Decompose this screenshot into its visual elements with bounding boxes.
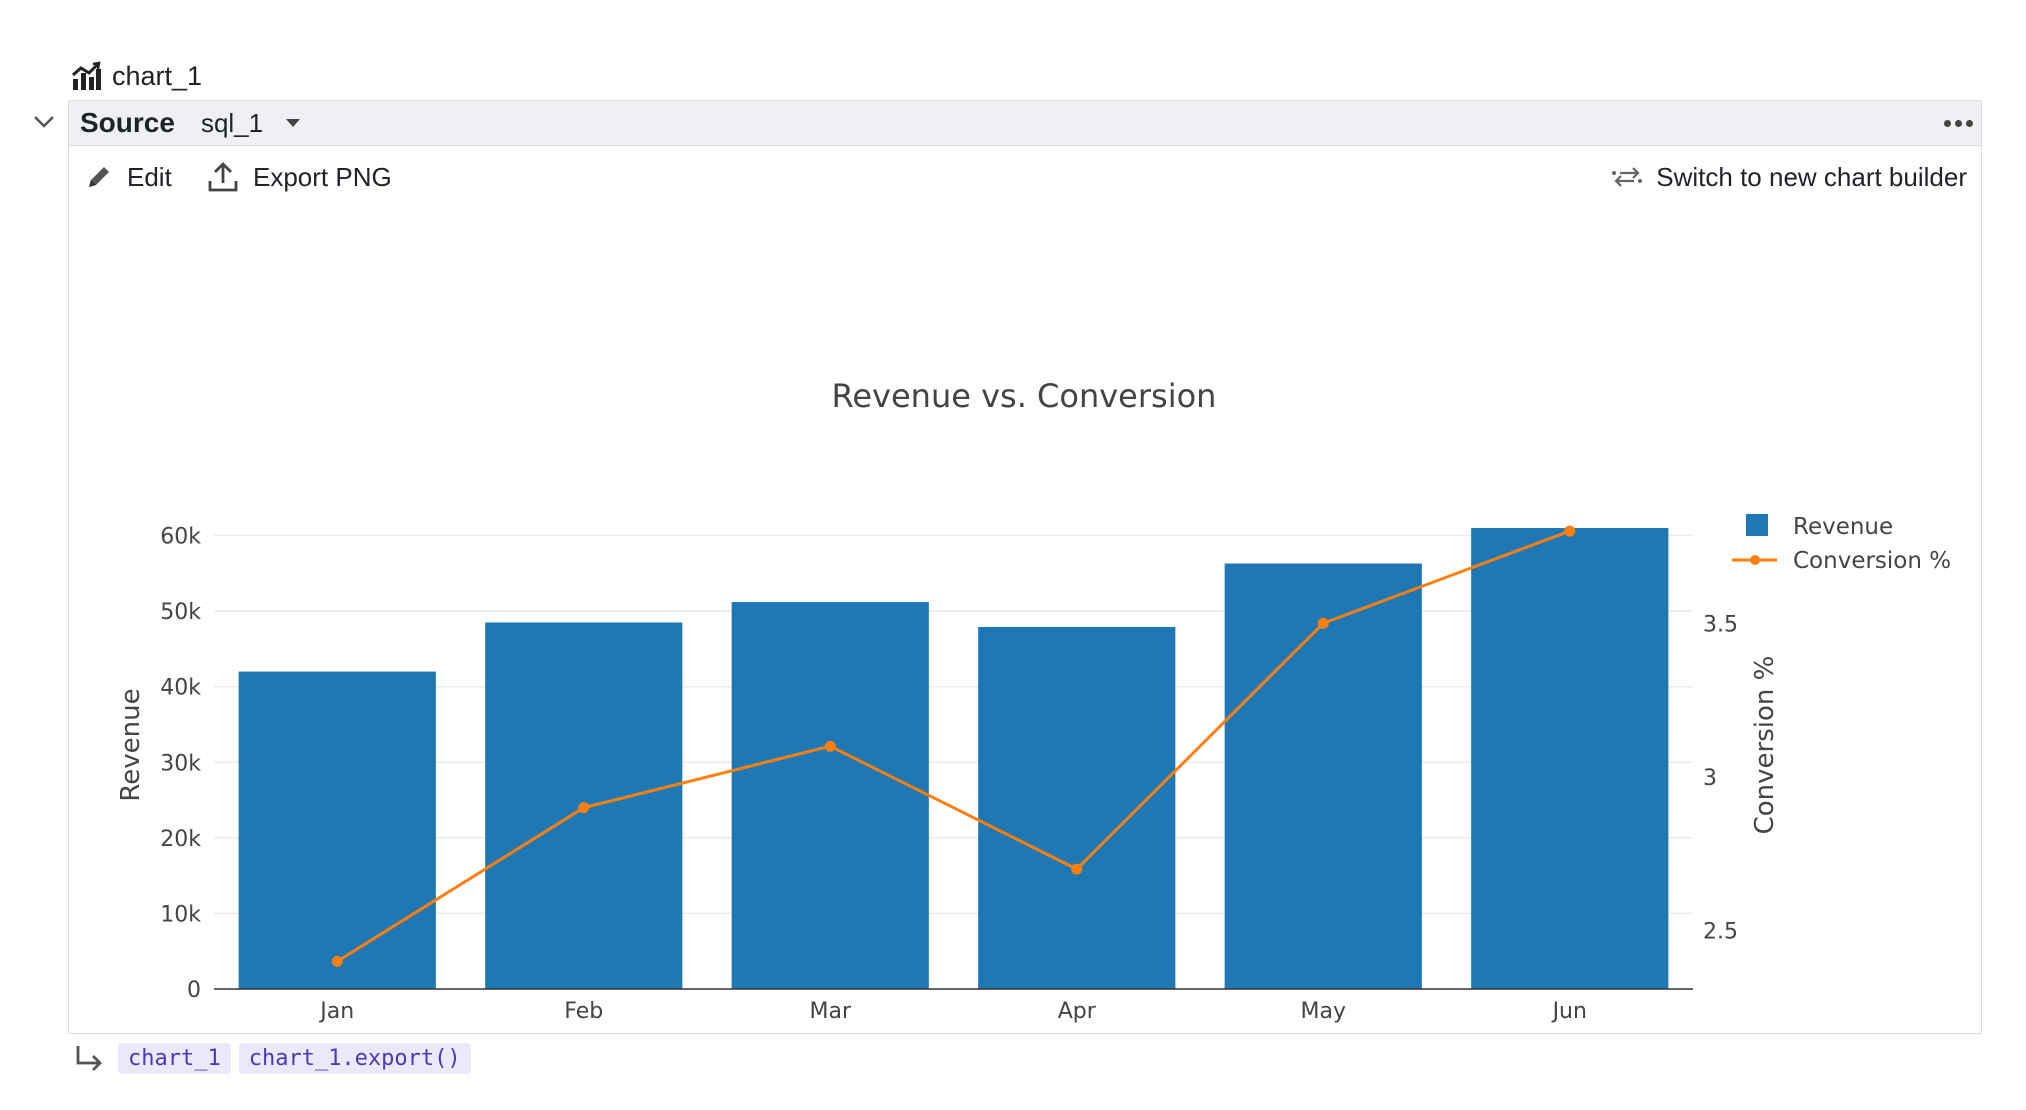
y-tick-label: 60k <box>160 525 201 550</box>
y-axis-title: Revenue <box>116 688 146 801</box>
y2-tick-label: 3 <box>1703 766 1717 791</box>
export-png-button[interactable]: Export PNG <box>207 157 392 197</box>
y-tick-label: 40k <box>160 676 201 701</box>
switch-arrows-icon <box>1612 167 1643 187</box>
upload-icon <box>208 162 238 192</box>
cell-name: chart_1 <box>112 60 203 91</box>
source-dropdown[interactable]: sql_1 <box>201 108 301 139</box>
export-label: Export PNG <box>253 161 392 192</box>
chart-area: Revenue vs. Conversion 0 10k 20k 30k 40k 50k 6… <box>69 207 1981 1038</box>
cell-title: chart_1 <box>70 58 202 94</box>
legend-conversion-label[interactable]: Conversion % <box>1793 548 1951 574</box>
y-tick-label: 0 <box>187 978 201 1003</box>
y-tick-label: 30k <box>160 751 201 776</box>
bar[interactable] <box>731 602 929 989</box>
y2-tick-label: 3.5 <box>1703 612 1738 637</box>
caret-down-icon <box>286 119 301 127</box>
legend: Revenue Conversion % <box>1732 514 1951 574</box>
edit-button[interactable]: Edit <box>85 157 172 197</box>
chart-cell-panel: Source sql_1 Edit Expor <box>68 100 1982 1034</box>
x-tick-label: Mar <box>809 999 851 1024</box>
collapse-toggle[interactable] <box>30 108 58 136</box>
y2-axis-title: Conversion % <box>1750 656 1780 835</box>
bar[interactable] <box>978 627 1176 989</box>
edit-label: Edit <box>127 161 172 192</box>
line-point[interactable] <box>1564 525 1576 537</box>
line-point[interactable] <box>824 740 836 752</box>
source-label: Source <box>80 107 175 138</box>
y-tick-label: 20k <box>160 827 201 852</box>
dot-icon <box>1965 119 1973 127</box>
legend-conversion-marker[interactable] <box>1750 555 1760 565</box>
chart-title: Revenue vs. Conversion <box>832 377 1217 415</box>
x-tick-label: May <box>1301 999 1346 1024</box>
chevron-down-icon <box>34 116 54 128</box>
combo-chart: Revenue vs. Conversion 0 10k 20k 30k 40k 50k 6… <box>116 377 1951 1024</box>
switch-label: Switch to new chart builder <box>1656 161 1967 192</box>
y-tick-label: 10k <box>160 902 201 927</box>
more-options-button[interactable] <box>1941 109 1975 137</box>
line-point[interactable] <box>1317 617 1329 629</box>
source-value: sql_1 <box>200 107 264 138</box>
bar[interactable] <box>238 671 436 989</box>
y-tick-label: 50k <box>160 600 201 625</box>
line-point[interactable] <box>331 955 343 967</box>
legend-revenue-label[interactable]: Revenue <box>1793 514 1893 540</box>
switch-chart-builder-button[interactable]: Switch to new chart builder <box>1612 157 1967 197</box>
x-tick-label: Apr <box>1058 999 1097 1024</box>
pencil-icon <box>89 167 109 187</box>
conversion-line <box>336 529 1571 963</box>
chart-icon <box>72 61 101 90</box>
line-point[interactable] <box>1071 863 1083 875</box>
x-tick-label: Jan <box>318 999 354 1024</box>
dot-icon <box>1943 119 1951 127</box>
x-tick-label: Jun <box>1551 999 1587 1024</box>
return-arrow-icon <box>76 1046 102 1071</box>
chart-toolbar: Edit Export PNG Switch to new chart buil… <box>69 145 1981 207</box>
x-tick-label: Feb <box>564 999 603 1024</box>
dot-icon <box>1954 119 1962 127</box>
bar[interactable] <box>1224 563 1422 989</box>
output-chip-export[interactable]: chart_1.export() <box>238 1042 471 1074</box>
legend-revenue-swatch[interactable] <box>1746 514 1768 536</box>
panel-header: Source sql_1 <box>69 101 1981 146</box>
output-variables: chart_1 chart_1.export() <box>72 1040 471 1076</box>
line-point[interactable] <box>578 802 590 814</box>
bar[interactable] <box>1471 528 1669 989</box>
y2-tick-label: 2.5 <box>1703 920 1738 945</box>
output-chip-chart[interactable]: chart_1 <box>118 1042 231 1074</box>
